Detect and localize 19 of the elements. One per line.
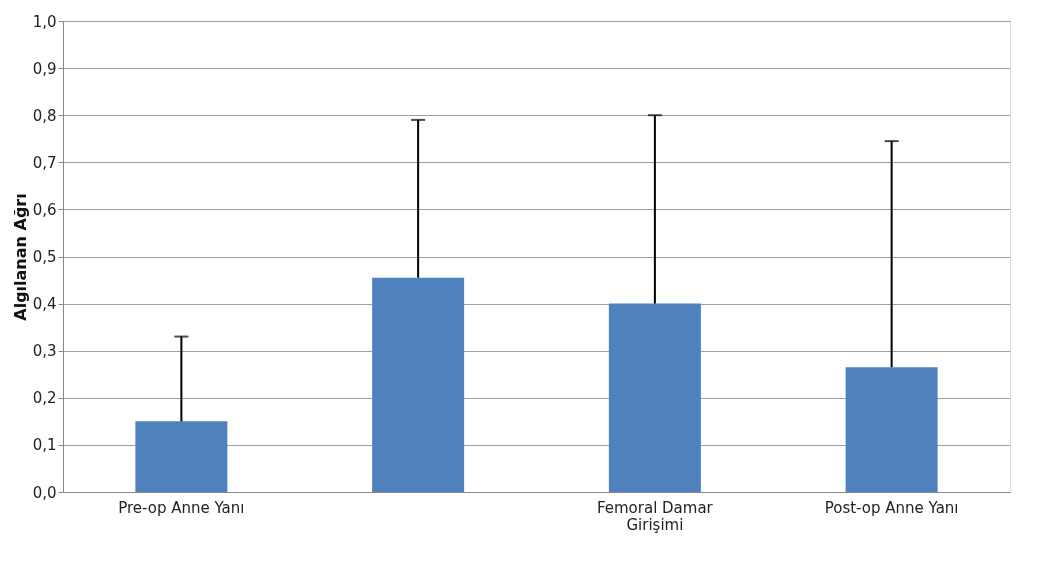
y-axis-title: Algılanan Ağrı (10, 193, 30, 321)
bar (372, 277, 465, 492)
y-tick-label: 0,8 (32, 106, 57, 125)
bar (845, 367, 938, 492)
y-tick-label: 0,4 (32, 295, 57, 314)
y-tick-label: 1,0 (32, 12, 57, 31)
y-tick-label: 0,9 (32, 59, 57, 78)
y-tick-label: 0,3 (32, 342, 57, 361)
y-tick-label: 0,5 (32, 248, 57, 266)
y-tick-label: 0,6 (32, 200, 57, 219)
y-tick-label: 0,0 (32, 483, 57, 502)
y-tick-label: 0,7 (32, 153, 57, 172)
y-tick-label: 0,2 (32, 389, 57, 408)
x-tick-label: Pre-op Anne Yanı (118, 498, 245, 517)
bar (135, 421, 228, 492)
x-tick-label: Femoral Damar Girişimi (596, 498, 714, 534)
bar (608, 303, 701, 492)
y-tick-label: 0,1 (32, 436, 57, 455)
x-tick-label: Post-op Anne Yanı (824, 498, 959, 517)
